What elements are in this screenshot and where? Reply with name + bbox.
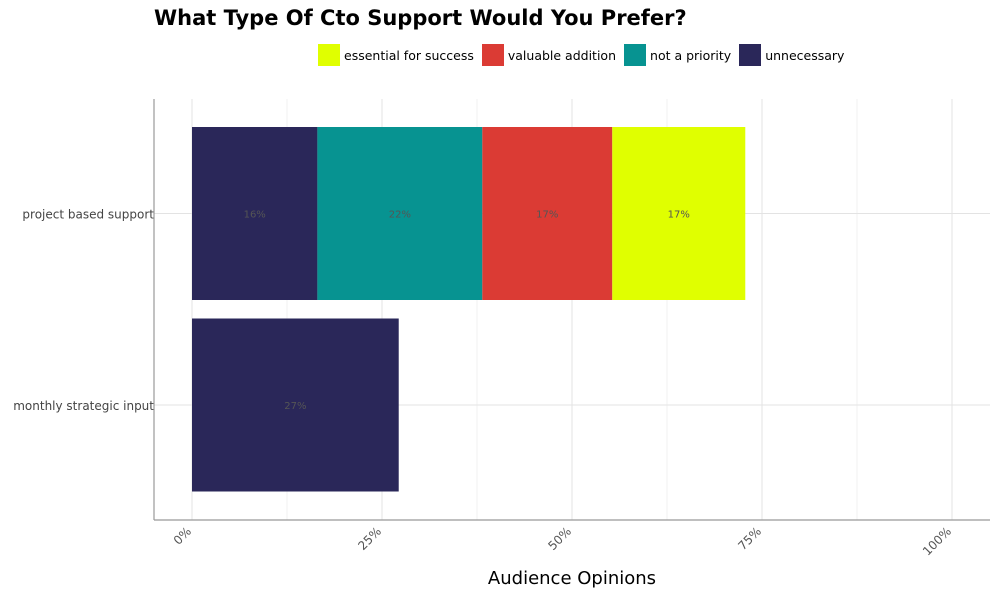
x-tick-label: 75% [735,524,764,553]
bar-segment [482,127,613,300]
chart-legend: essential for success valuable addition … [318,44,852,66]
x-axis-label: Audience Opinions [487,568,657,589]
legend-swatch-valuable [481,44,504,66]
bar-value-label: 17% [668,210,690,221]
legend-label-not-priority: not a priority [650,47,732,63]
bar-segment [317,127,483,300]
bar-value-label: 17% [536,210,558,221]
legend-item-valuable: valuable addition [481,44,617,66]
legend-swatch-essential [318,44,340,66]
x-tick-label: 25% [355,524,384,553]
bar-segment [192,318,399,492]
legend-item-unnecessary: unnecessary [739,44,844,66]
legend-label-essential: essential for success [344,47,474,63]
y-tick-label: project based support [22,208,154,222]
bar-segment [612,127,746,300]
bar-value-label: 16% [244,210,266,221]
legend-item-essential: essential for success [318,44,474,66]
x-tick-label: 100% [920,524,954,558]
bar-segment [192,127,318,300]
bar-value-label: 22% [389,210,411,221]
chart-title: What Type Of Cto Support Would You Prefe… [154,6,687,30]
legend-swatch-unnecessary [739,44,762,66]
y-tick-label: monthly strategic input [13,399,154,413]
bar-value-label: 27% [284,401,306,412]
x-tick-label: 50% [545,524,574,553]
legend-item-not-priority: not a priority [624,44,731,66]
x-tick-label: 0% [171,524,194,547]
legend-swatch-not-priority [624,44,647,66]
legend-label-valuable: valuable addition [507,47,617,63]
legend-label-unnecessary: unnecessary [765,47,845,63]
